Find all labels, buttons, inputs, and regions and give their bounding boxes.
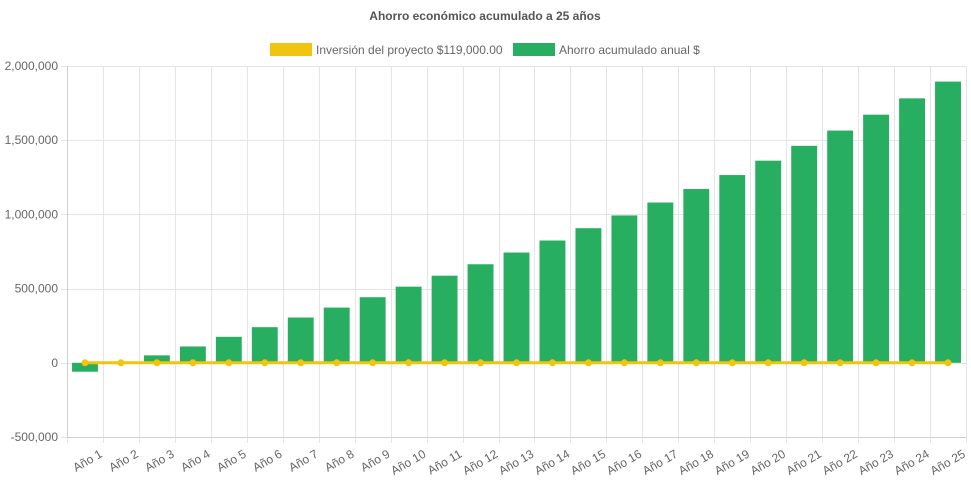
- x-tick-label: Año 16: [604, 447, 644, 478]
- x-tick-label: Año 20: [748, 447, 788, 478]
- x-tick-label: Año 13: [496, 447, 536, 478]
- bar-savings[interactable]: [575, 228, 602, 363]
- bar-savings[interactable]: [287, 317, 314, 363]
- x-tick-label: Año 5: [214, 447, 248, 475]
- investment-point[interactable]: [477, 359, 485, 367]
- bar-savings[interactable]: [611, 215, 638, 363]
- bar-savings[interactable]: [72, 362, 98, 372]
- x-axis-ticks: Año 1 Año 2 Año 3 Año 4 Año 5 Año 6 Año 7 Año 8…: [71, 447, 968, 478]
- x-tick-label: Año 22: [820, 447, 860, 478]
- x-tick-label: Año 14: [532, 447, 572, 478]
- investment-point[interactable]: [117, 359, 125, 367]
- investment-point[interactable]: [836, 359, 844, 367]
- bar-savings[interactable]: [827, 130, 854, 363]
- bar-savings[interactable]: [683, 189, 710, 363]
- x-tick-label: Año 7: [286, 447, 320, 475]
- investment-point[interactable]: [513, 359, 520, 367]
- investment-point[interactable]: [620, 359, 628, 367]
- y-axis-ticks: -500,000 0 500,000 1,000,000 1,500,000 2,000,…: [5, 59, 59, 444]
- bar-savings[interactable]: [143, 355, 170, 363]
- bars: [72, 81, 961, 372]
- x-tick-label: Año 2: [106, 447, 140, 475]
- investment-point[interactable]: [261, 359, 269, 367]
- x-tick-label: Año 9: [358, 447, 392, 475]
- investment-point[interactable]: [189, 359, 197, 367]
- investment-point[interactable]: [153, 359, 161, 367]
- x-tick-label: Año 15: [568, 447, 608, 478]
- bar-savings[interactable]: [755, 160, 782, 363]
- bar-savings[interactable]: [539, 240, 566, 363]
- investment-point[interactable]: [908, 359, 916, 367]
- y-tick-label: -500,000: [11, 430, 59, 444]
- x-tick-label: Año 10: [388, 447, 428, 478]
- x-tick-label: Año 12: [460, 447, 500, 478]
- bar-savings[interactable]: [323, 307, 350, 363]
- bar-savings[interactable]: [863, 114, 890, 363]
- investment-point[interactable]: [728, 359, 736, 367]
- bar-savings[interactable]: [791, 145, 818, 363]
- investment-point[interactable]: [81, 359, 89, 367]
- investment-point[interactable]: [656, 359, 664, 367]
- x-tick-label: Año 4: [178, 447, 212, 475]
- legend: Inversión del proyecto $119,000.00 Ahorr…: [270, 43, 700, 57]
- bar-savings[interactable]: [215, 336, 242, 363]
- investment-point[interactable]: [297, 359, 305, 367]
- grid: [61, 66, 967, 443]
- investment-point[interactable]: [764, 359, 772, 367]
- bar-savings[interactable]: [395, 286, 422, 363]
- x-tick-label: Año 6: [250, 447, 284, 475]
- bar-savings[interactable]: [647, 202, 674, 363]
- x-tick-label: Año 17: [640, 447, 680, 478]
- x-tick-label: Año 21: [784, 447, 824, 478]
- x-tick-label: Año 8: [322, 447, 356, 475]
- bar-savings[interactable]: [899, 98, 926, 363]
- x-tick-label: Año 1: [71, 447, 105, 475]
- legend-label-savings[interactable]: Ahorro acumulado anual $: [559, 43, 700, 57]
- y-tick-label: 1,000,000: [5, 207, 59, 221]
- x-tick-label: Año 11: [425, 447, 464, 478]
- investment-point[interactable]: [548, 359, 556, 367]
- x-tick-label: Año 23: [856, 447, 896, 478]
- x-tick-label: Año 18: [676, 447, 716, 478]
- y-tick-label: 500,000: [15, 282, 59, 296]
- investment-point[interactable]: [800, 359, 808, 367]
- investment-point[interactable]: [584, 359, 592, 367]
- legend-swatch-savings[interactable]: [513, 43, 555, 56]
- bar-savings[interactable]: [503, 252, 530, 363]
- bar-savings[interactable]: [359, 297, 386, 363]
- investment-point[interactable]: [944, 359, 952, 367]
- investment-line: [81, 359, 952, 367]
- investment-point[interactable]: [872, 359, 880, 367]
- investment-point[interactable]: [441, 359, 449, 367]
- y-tick-label: 0: [51, 356, 58, 370]
- investment-point[interactable]: [692, 359, 700, 367]
- bar-savings[interactable]: [719, 175, 746, 363]
- investment-point[interactable]: [369, 359, 377, 367]
- bar-savings[interactable]: [467, 264, 494, 363]
- legend-label-investment[interactable]: Inversión del proyecto $119,000.00: [316, 43, 503, 57]
- x-tick-label: Año 25: [928, 447, 968, 478]
- bar-savings[interactable]: [431, 275, 458, 363]
- investment-point[interactable]: [225, 359, 233, 367]
- chart-title: Ahorro económico acumulado a 25 años: [369, 9, 601, 23]
- bar-savings[interactable]: [179, 346, 206, 363]
- bar-savings[interactable]: [935, 81, 961, 363]
- bar-savings[interactable]: [251, 327, 278, 363]
- x-tick-label: Año 19: [712, 447, 752, 478]
- x-tick-label: Año 3: [142, 447, 176, 475]
- y-tick-label: 2,000,000: [5, 59, 59, 73]
- investment-point[interactable]: [333, 359, 341, 367]
- y-tick-label: 1,500,000: [5, 133, 59, 147]
- x-tick-label: Año 24: [892, 447, 932, 478]
- legend-swatch-investment[interactable]: [270, 43, 312, 56]
- investment-point[interactable]: [405, 359, 413, 367]
